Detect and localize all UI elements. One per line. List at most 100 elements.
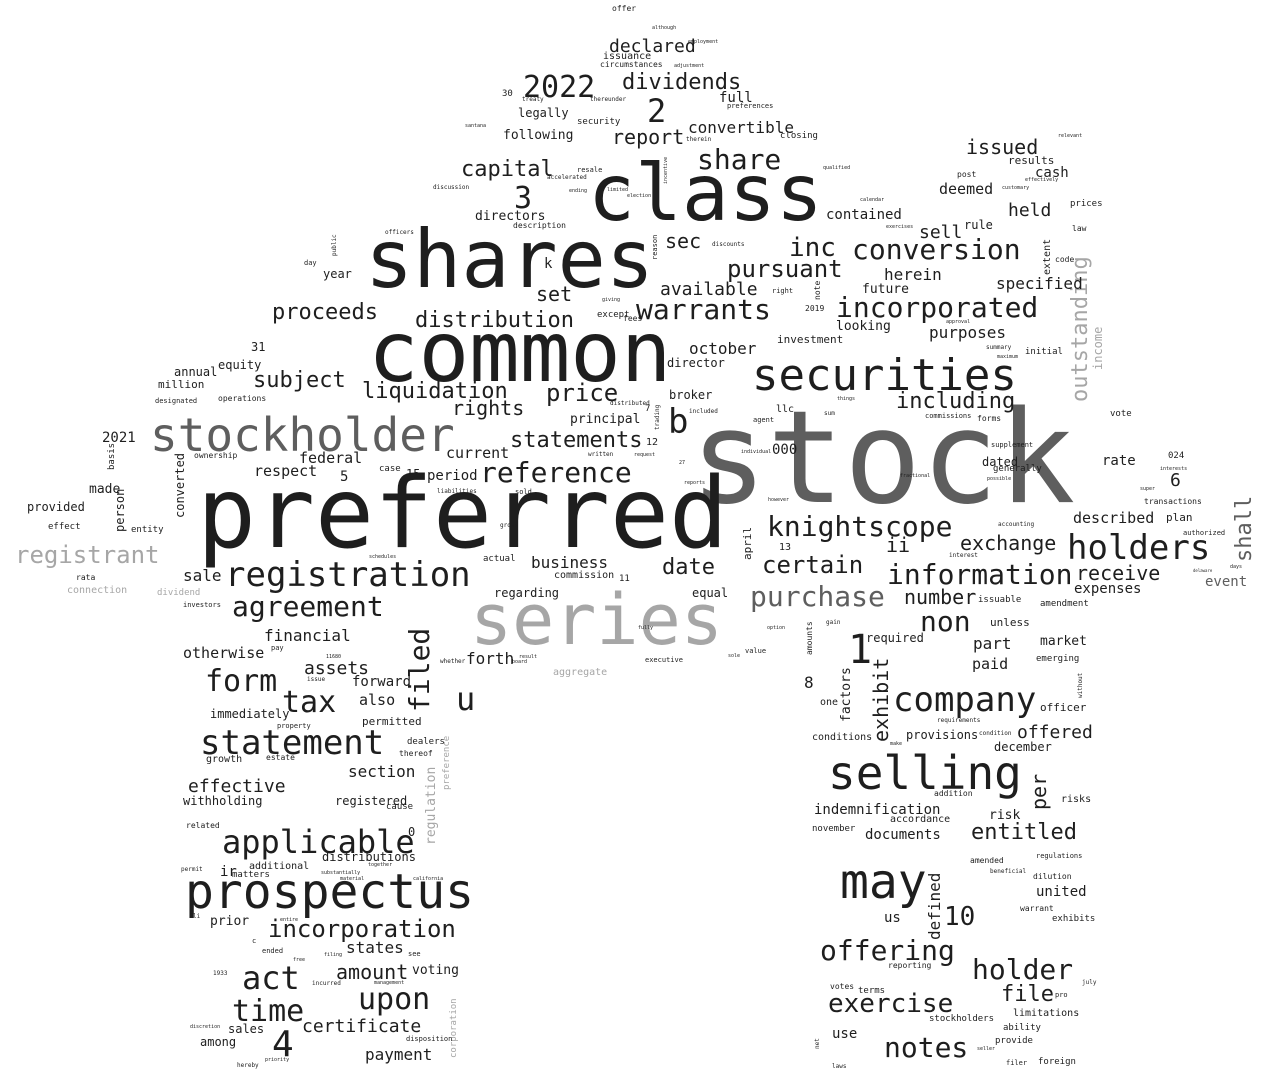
cloud-word: sum	[824, 410, 835, 417]
cloud-word: written	[588, 451, 614, 458]
cloud-word: converted	[173, 452, 187, 518]
cloud-word: free	[293, 957, 306, 963]
cloud-word: 1933	[213, 970, 228, 977]
cloud-word: laws	[832, 1063, 847, 1070]
cloud-word: management	[374, 980, 405, 986]
cloud-word: looking	[836, 319, 891, 334]
cloud-word: condition	[979, 730, 1012, 737]
cloud-word: individual	[741, 449, 772, 455]
cloud-word: states	[346, 938, 404, 957]
cloud-word: declared	[609, 36, 696, 57]
cloud-word: shall	[1232, 495, 1257, 562]
cloud-word: 2	[647, 92, 667, 130]
cloud-word: limitations	[1013, 1008, 1080, 1019]
cloud-word: addition	[934, 789, 973, 798]
cloud-word: knightscope	[767, 510, 953, 543]
cloud-word: 6	[1170, 470, 1181, 491]
cloud-word: operations	[218, 394, 267, 403]
cloud-word: post	[957, 170, 977, 179]
cloud-word: act	[242, 959, 300, 997]
cloud-word: commission	[554, 570, 615, 581]
cloud-word: election	[627, 193, 652, 199]
cloud-word: law	[1072, 224, 1087, 233]
cloud-word: reason	[651, 234, 659, 260]
cloud-word: period	[427, 468, 478, 484]
cloud-word: substantially	[321, 870, 361, 876]
cloud-word: certificate	[302, 1016, 422, 1037]
cloud-word: entire	[280, 917, 299, 923]
cloud-word: filing	[324, 952, 343, 958]
cloud-word: sell	[919, 222, 963, 243]
cloud-word: prospectus	[185, 864, 474, 920]
cloud-word: exercise	[828, 989, 954, 1019]
cloud-word: interest	[949, 552, 978, 559]
cloud-word: inc	[789, 233, 836, 263]
cloud-word: amount	[336, 960, 409, 984]
cloud-word: payment	[365, 1045, 433, 1064]
cloud-word: estate	[266, 753, 295, 762]
cloud-word: issue	[307, 676, 326, 683]
cloud-word: amendment	[1040, 599, 1089, 609]
cloud-word: 13	[779, 542, 792, 553]
cloud-word: accordance	[890, 814, 951, 825]
cloud-word: trading	[654, 404, 661, 430]
cloud-word: regarding	[494, 586, 560, 600]
cloud-word: beneficial	[990, 868, 1027, 875]
cloud-word: immediately	[210, 707, 290, 721]
cloud-word: accelerated	[547, 174, 587, 181]
cloud-word: section	[348, 762, 416, 781]
cloud-word: exchange	[960, 531, 1057, 555]
cloud-word: july	[1082, 979, 1097, 986]
cloud-word: registered	[335, 794, 408, 808]
cloud-word: factors	[839, 667, 854, 722]
cloud-word: specified	[996, 274, 1083, 293]
cloud-word: distributed	[610, 400, 650, 407]
cloud-word: pay	[271, 644, 284, 652]
cloud-word: connection	[67, 585, 128, 596]
cloud-word: california	[413, 876, 444, 882]
cloud-word: adjustment	[674, 63, 705, 69]
cloud-word: annual	[174, 365, 218, 379]
cloud-word: effective	[188, 776, 286, 797]
cloud-word: actual	[483, 554, 516, 564]
cloud-word: net	[814, 1038, 821, 1049]
cloud-word: sale	[183, 566, 222, 585]
cloud-word: 1	[848, 627, 873, 673]
cloud-word: statement	[200, 723, 385, 763]
cloud-word: equal	[692, 586, 729, 600]
cloud-word: price	[546, 379, 619, 407]
cloud-word: limited	[607, 187, 629, 193]
cloud-word: note	[813, 280, 822, 300]
cloud-word: regulations	[1036, 852, 1083, 860]
cloud-word: may	[840, 854, 927, 910]
cloud-word: maximum	[997, 354, 1019, 360]
cloud-word: delaware	[1193, 568, 1213, 573]
cloud-word: risks	[1061, 794, 1092, 805]
cloud-word: report	[612, 125, 685, 149]
cloud-word: corporation	[449, 998, 459, 1058]
cloud-word: however	[768, 497, 790, 503]
cloud-word: non	[920, 605, 971, 638]
cloud-word: distribution	[415, 308, 574, 333]
cloud-word: permitted	[362, 715, 422, 728]
cloud-word: incorporation	[268, 915, 456, 943]
cloud-word: disposition	[406, 1035, 453, 1043]
cloud-word: held	[1008, 200, 1052, 221]
cloud-word: paid	[972, 655, 1009, 673]
cloud-word: stock	[690, 384, 1076, 533]
cloud-word: rate	[1102, 453, 1136, 469]
cloud-word: registrant	[15, 541, 160, 569]
cloud-word: except	[597, 310, 630, 320]
cloud-word: distributions	[322, 850, 416, 864]
cloud-word: statements	[510, 428, 643, 453]
cloud-word: seller	[977, 1046, 996, 1052]
cloud-word: make	[890, 741, 903, 747]
cloud-word: b	[668, 402, 689, 442]
cloud-word: issuable	[978, 595, 1022, 605]
cloud-word: also	[359, 691, 396, 709]
cloud-word: code	[1055, 255, 1075, 264]
cloud-word: emerging	[1036, 654, 1080, 664]
cloud-word: form	[205, 664, 278, 699]
cloud-word: defined	[925, 872, 944, 940]
